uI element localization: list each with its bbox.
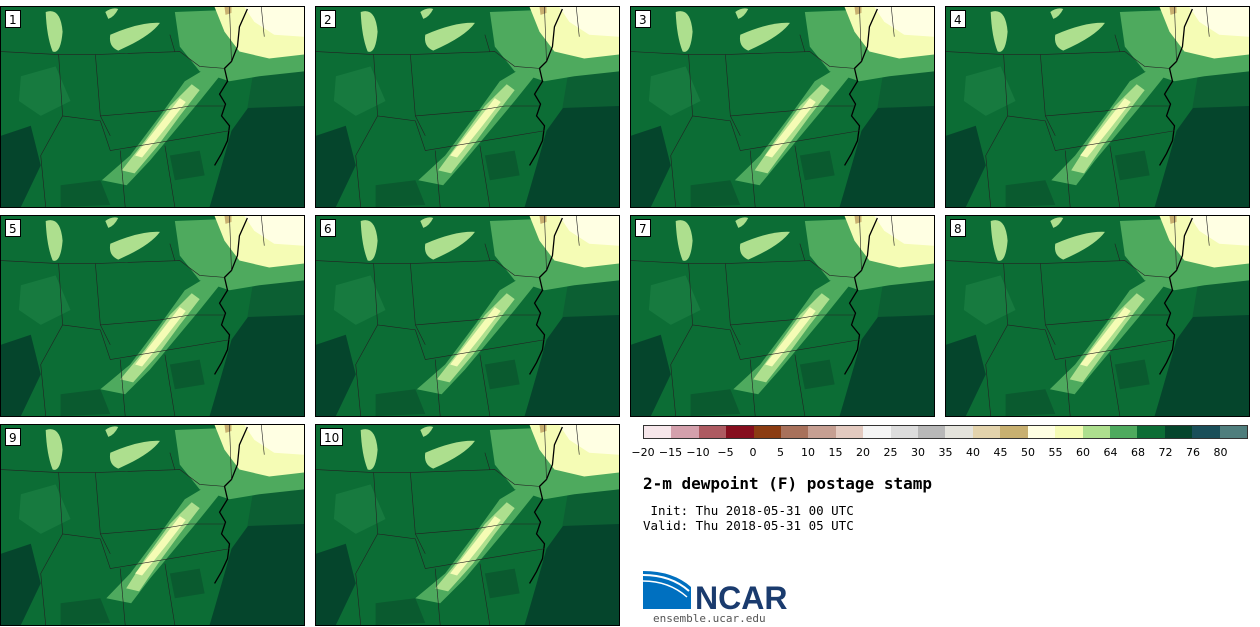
colorbar-tick: 64: [1103, 446, 1118, 459]
member-number-label: 5: [5, 219, 21, 237]
colorbar-swatch: [918, 426, 946, 438]
member-map-panel: 2: [315, 6, 620, 208]
colorbar-tick: 35: [938, 446, 953, 459]
colorbar-swatch: [1192, 426, 1220, 438]
colorbar-tick-labels: −20 −15 −10 −5 0 5 10 15 20 25 30 35 40 45 50 55 60 64 68 7…: [631, 446, 1248, 460]
colorbar-swatch: [1137, 426, 1165, 438]
colorbar-tick: 76: [1186, 446, 1200, 459]
colorbar-tick: 40: [966, 446, 980, 459]
dewpoint-map: [316, 425, 619, 625]
colorbar-swatch: [671, 426, 699, 438]
colorbar-tick: 10: [801, 446, 815, 459]
colorbar-swatch: [863, 426, 891, 438]
dewpoint-map: [316, 216, 619, 416]
colorbar-tick: −10: [686, 446, 710, 459]
colorbar-tick: 68: [1131, 446, 1145, 459]
colorbar-swatch: [1082, 426, 1110, 438]
dewpoint-colorbar: [643, 425, 1248, 439]
colorbar-tick: −20: [631, 446, 655, 459]
member-map-panel: 8: [945, 215, 1250, 417]
member-number-label: 3: [635, 10, 651, 28]
colorbar-swatch: [945, 426, 973, 438]
dewpoint-map: [946, 216, 1249, 416]
colorbar-tick: 20: [856, 446, 870, 459]
colorbar-tick: 55: [1048, 446, 1063, 459]
colorbar-swatch: [781, 426, 809, 438]
member-map-panel: 6: [315, 215, 620, 417]
member-number-label: 10: [320, 428, 344, 446]
colorbar-swatch: [1219, 426, 1247, 438]
member-map-panel: 7: [630, 215, 935, 417]
colorbar-tick: 5: [777, 446, 784, 459]
colorbar-tick: 45: [993, 446, 1008, 459]
member-map-panel: 9: [0, 424, 305, 626]
member-number-label: 4: [950, 10, 966, 28]
colorbar-swatch: [753, 426, 782, 438]
colorbar-tick: 15: [828, 446, 843, 459]
member-number-label: 2: [320, 10, 336, 28]
ncar-logo: NCAR: [643, 571, 787, 613]
colorbar-swatch: [726, 426, 754, 438]
colorbar-tick: −15: [658, 446, 683, 459]
colorbar-swatch: [644, 426, 672, 438]
init-time: Init: Thu 2018-05-31 00 UTC: [643, 503, 854, 518]
member-number-label: 9: [5, 428, 21, 446]
dewpoint-map: [946, 7, 1249, 207]
member-map-panel: 3: [630, 6, 935, 208]
dewpoint-map: [631, 216, 934, 416]
colorbar-swatch: [890, 426, 919, 438]
colorbar-tick: 60: [1076, 446, 1090, 459]
colorbar-tick: 30: [911, 446, 925, 459]
member-map-panel: 4: [945, 6, 1250, 208]
member-map-panel: 1: [0, 6, 305, 208]
colorbar-tick: 50: [1021, 446, 1035, 459]
colorbar-swatch: [972, 426, 1001, 438]
colorbar-swatch: [698, 426, 727, 438]
member-map-panel: 5: [0, 215, 305, 417]
member-number-label: 1: [5, 10, 21, 28]
plot-title: 2-m dewpoint (F) postage stamp: [643, 474, 932, 493]
colorbar-swatch: [1000, 426, 1028, 438]
colorbar-swatch: [808, 426, 836, 438]
colorbar-swatch: [835, 426, 864, 438]
colorbar-tick: 0: [749, 446, 757, 459]
dewpoint-map: [1, 216, 304, 416]
colorbar-swatch: [1164, 426, 1193, 438]
member-number-label: 8: [950, 219, 966, 237]
member-number-label: 6: [320, 219, 336, 237]
colorbar-tick: 25: [883, 446, 898, 459]
dewpoint-map: [631, 7, 934, 207]
colorbar-tick: 80: [1213, 446, 1228, 459]
colorbar-tick: 72: [1158, 446, 1173, 459]
dewpoint-map: [1, 425, 304, 625]
dewpoint-map: [1, 7, 304, 207]
member-map-panel: 10: [315, 424, 620, 626]
colorbar-swatch: [1055, 426, 1083, 438]
website-url: ensemble.ucar.edu: [653, 612, 766, 625]
colorbar-swatch: [1027, 426, 1056, 438]
member-number-label: 7: [635, 219, 651, 237]
valid-time: Valid: Thu 2018-05-31 05 UTC: [643, 518, 854, 533]
dewpoint-map: [316, 7, 619, 207]
colorbar-tick: −5: [717, 446, 734, 459]
ncar-logo-text: NCAR: [695, 580, 787, 613]
colorbar-swatch: [1109, 426, 1138, 438]
